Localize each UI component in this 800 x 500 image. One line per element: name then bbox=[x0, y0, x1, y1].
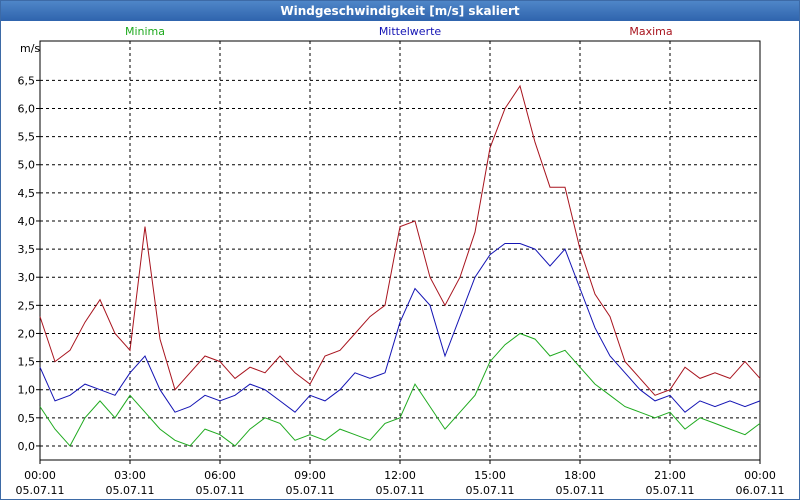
legend-minima: Minima bbox=[125, 25, 165, 38]
legend-mittelwerte: Mittelwerte bbox=[379, 25, 442, 38]
x-tick-date: 05.07.11 bbox=[646, 484, 695, 497]
y-axis-ticks: 0,0 0,5 1,0 1,5 2,0 2,5 3,0 3,5 4,0 4,5 5,0 5,5 6,0 6… bbox=[18, 74, 40, 453]
series-line-maxima bbox=[39, 84, 761, 396]
y-tick-label: 3,0 bbox=[18, 271, 36, 284]
y-tick-label: 0,0 bbox=[18, 440, 36, 453]
y-tick-label: 2,5 bbox=[18, 299, 36, 312]
x-tick-date: 05.07.11 bbox=[106, 484, 155, 497]
y-tick-label: 5,5 bbox=[18, 131, 36, 144]
x-tick-time: 15:00 bbox=[474, 469, 506, 482]
x-tick-time: 09:00 bbox=[294, 469, 326, 482]
x-tick-time: 00:00 bbox=[24, 469, 56, 482]
legend: Minima Mittelwerte Maxima bbox=[125, 25, 673, 38]
y-tick-label: 5,0 bbox=[18, 159, 36, 172]
x-tick-date: 05.07.11 bbox=[16, 484, 65, 497]
x-tick-time: 21:00 bbox=[654, 469, 686, 482]
x-tick-date: 05.07.11 bbox=[196, 484, 245, 497]
x-tick-date: 06.07.11 bbox=[736, 484, 785, 497]
legend-maxima: Maxima bbox=[629, 25, 672, 38]
y-tick-label: 4,5 bbox=[18, 187, 36, 200]
y-tick-label: 3,5 bbox=[18, 243, 36, 256]
x-axis-ticks: 00:00 05.07.11 03:00 05.07.11 06:00 05.07.11 0… bbox=[16, 460, 785, 497]
series-line-minima bbox=[39, 332, 761, 447]
x-tick-date: 05.07.11 bbox=[376, 484, 425, 497]
y-tick-label: 4,0 bbox=[18, 215, 36, 228]
x-tick-time: 06:00 bbox=[204, 469, 236, 482]
y-tick-label: 1,5 bbox=[18, 356, 36, 369]
x-tick-date: 05.07.11 bbox=[466, 484, 515, 497]
y-axis-label: m/s bbox=[20, 42, 40, 55]
x-tick-date: 05.07.11 bbox=[556, 484, 605, 497]
y-tick-label: 0,5 bbox=[18, 412, 36, 425]
series-lines bbox=[39, 84, 761, 447]
y-tick-label: 2,0 bbox=[18, 327, 36, 340]
series-line-mittelwerte bbox=[39, 243, 761, 413]
y-tick-label: 1,0 bbox=[18, 384, 36, 397]
x-tick-time: 03:00 bbox=[114, 469, 146, 482]
x-tick-time: 18:00 bbox=[564, 469, 596, 482]
y-tick-label: 6,0 bbox=[18, 102, 36, 115]
x-tick-time: 00:00 bbox=[744, 469, 776, 482]
x-tick-date: 05.07.11 bbox=[286, 484, 335, 497]
chart-title: Windgeschwindigkeit [m/s] skaliert bbox=[1, 1, 799, 21]
y-tick-label: 6,5 bbox=[18, 74, 36, 87]
x-tick-time: 12:00 bbox=[384, 469, 416, 482]
